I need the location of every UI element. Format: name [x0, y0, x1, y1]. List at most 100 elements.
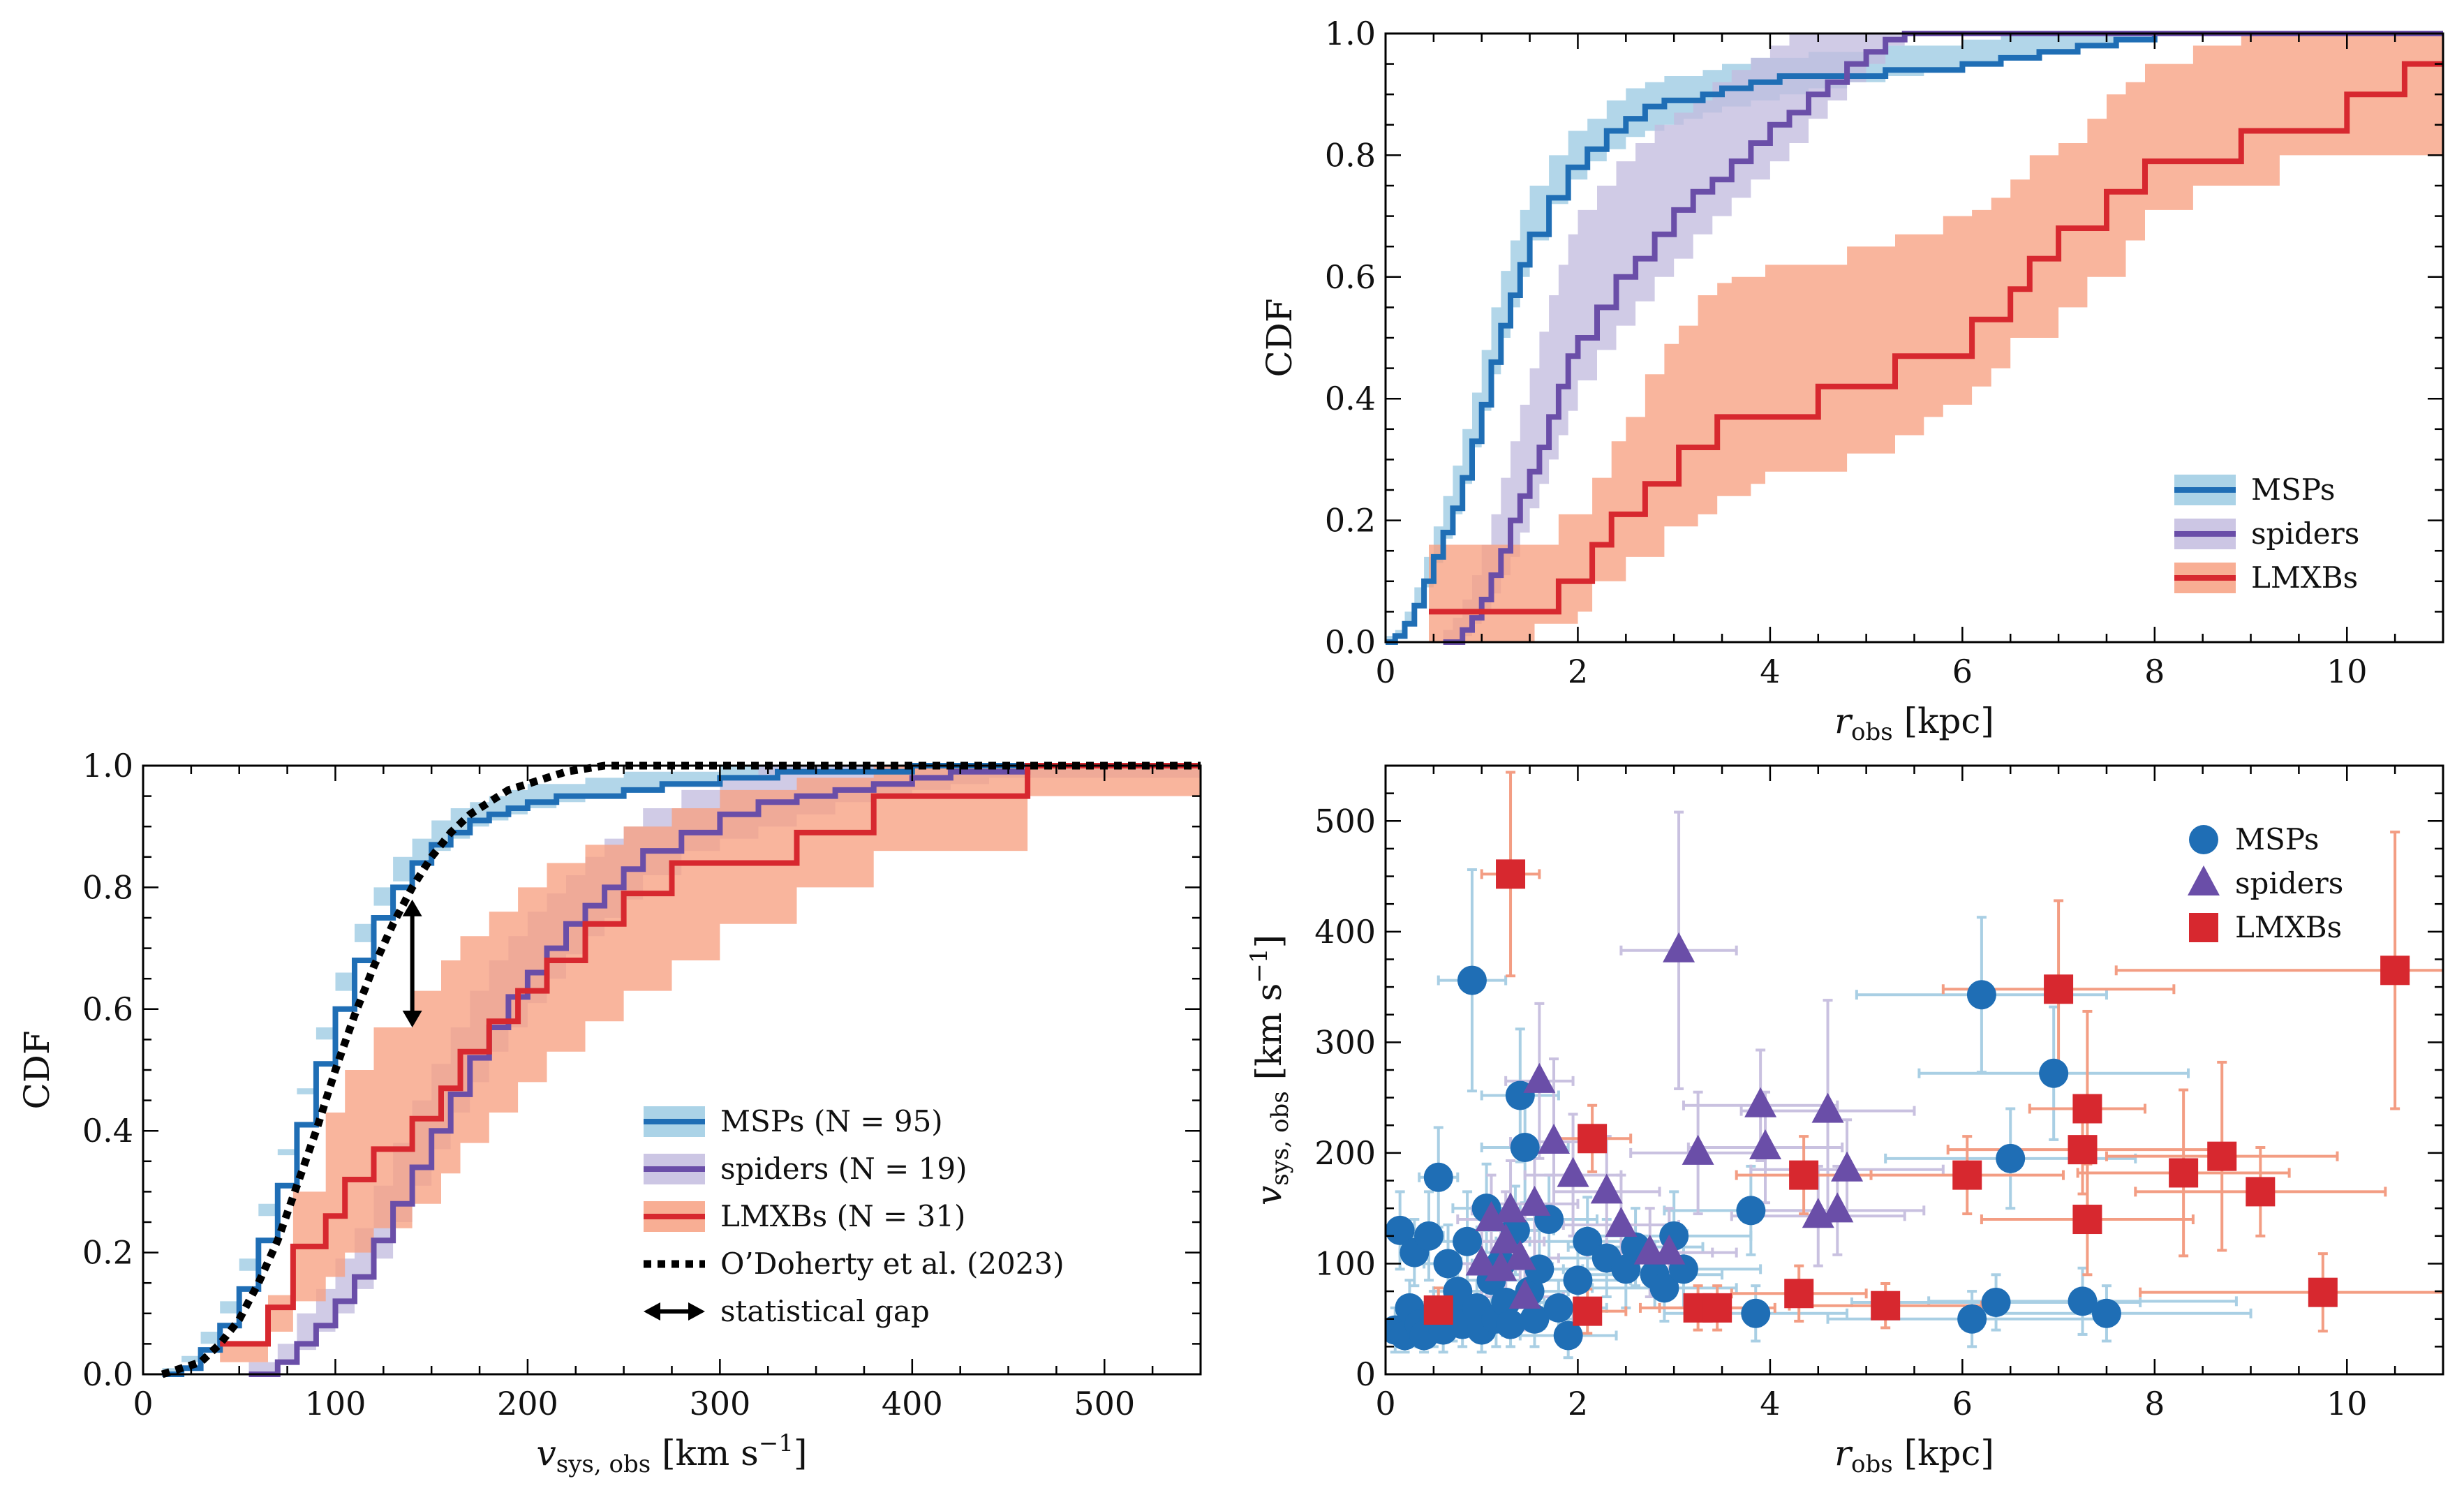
legend-arrow-head-right	[688, 1302, 705, 1321]
point-msps	[1457, 965, 1487, 995]
gap-arrow-head-down	[402, 1010, 422, 1027]
y-axis-label: CDF	[1259, 298, 1300, 377]
y-axis-label: CDF	[17, 1030, 57, 1109]
point-msps	[1741, 1298, 1771, 1328]
line-spiders	[1443, 31, 2443, 645]
point-msps	[1491, 1287, 1521, 1317]
panel-bl: 0 100 200 300 400 500 0.0 0.2 0.4 0.6 0.8 1.0 vsys, …	[17, 747, 1202, 1478]
point-msps	[1996, 1143, 2026, 1173]
legend-label: MSPs	[2251, 473, 2335, 507]
point-spiders	[1811, 1092, 1844, 1123]
y-tick-label: 0.0	[82, 1355, 133, 1393]
gap-arrow-head-up	[402, 899, 422, 916]
point-msps	[1520, 1304, 1550, 1334]
y-tick-label: 300	[1314, 1023, 1376, 1061]
point-msps	[1966, 980, 1996, 1010]
point-spiders	[1821, 1192, 1854, 1223]
y-tick-label: 500	[1314, 802, 1376, 840]
y-tick-label: 0.8	[82, 868, 133, 906]
scatter-area	[1386, 771, 2443, 1360]
point-msps	[1736, 1196, 1766, 1226]
x-tick-label: 0	[1375, 1385, 1395, 1422]
y-tick-label: 0.2	[1325, 502, 1376, 540]
legend-marker	[2188, 865, 2220, 895]
x-tick-label: 6	[1952, 653, 1973, 690]
y-tick-label: 0.4	[82, 1112, 133, 1150]
y-axis-label: vsys, obs [km s−1]	[1245, 935, 1294, 1205]
band-spiders	[1443, 34, 2443, 642]
point-lmxbs	[1573, 1296, 1603, 1326]
legend-label: MSPs	[2235, 822, 2319, 856]
y-tick-label: 1.0	[1325, 15, 1376, 52]
point-spiders	[1465, 1245, 1498, 1276]
point-lmxbs	[1496, 859, 1526, 889]
point-msps	[1563, 1265, 1593, 1295]
point-spiders	[1523, 1062, 1556, 1093]
point-spiders	[1682, 1134, 1714, 1165]
band-lmxbs	[220, 766, 1201, 1374]
point-spiders	[1749, 1129, 1782, 1159]
point-msps	[1649, 1273, 1679, 1303]
point-msps	[1611, 1254, 1641, 1284]
legend-label: spiders (N = 19)	[720, 1152, 967, 1186]
point-msps	[1496, 1309, 1526, 1339]
point-msps	[1510, 1132, 1540, 1162]
y-tick-label: 0.0	[1325, 623, 1376, 661]
x-tick-label: 4	[1760, 653, 1780, 690]
y-tick-label: 200	[1314, 1134, 1376, 1172]
legend-marker	[2189, 913, 2218, 942]
point-lmxbs	[1702, 1293, 1732, 1323]
x-tick-label: 6	[1952, 1385, 1973, 1422]
legend: MSPs (N = 95) spiders (N = 19) LMXBs (N = …	[644, 1104, 1064, 1328]
point-spiders	[1518, 1185, 1551, 1216]
point-spiders	[1475, 1201, 1508, 1232]
point-spiders	[1508, 1279, 1541, 1309]
x-axis-label: vsys, obs [km s−1]	[537, 1429, 808, 1478]
line-msps	[1386, 31, 2443, 645]
x-tick-label: 8	[2144, 1385, 2165, 1422]
x-axis-label: robs [kpc]	[1834, 1433, 1994, 1478]
point-lmxbs	[1578, 1124, 1608, 1154]
line-msps	[162, 763, 1201, 1377]
point-lmxbs	[1423, 1295, 1453, 1325]
panel-tr: 0 2 4 6 8 10 0.0 0.2 0.4 0.6 0.8 1.0 robs [kpc] CDF MS…	[1259, 15, 2444, 746]
x-tick-label: 300	[689, 1385, 750, 1422]
x-tick-label: 2	[1568, 653, 1588, 690]
point-spiders	[1538, 1124, 1571, 1154]
legend-label: LMXBs (N = 31)	[720, 1199, 965, 1233]
point-spiders	[1557, 1157, 1589, 1187]
y-tick-label: 0.6	[82, 990, 133, 1028]
point-msps	[1433, 1249, 1463, 1279]
y-tick-label: 0.4	[1325, 380, 1376, 417]
point-msps	[1423, 1162, 1453, 1192]
point-msps	[2039, 1058, 2069, 1088]
legend: MSPs spiders LMXBs	[2188, 822, 2343, 944]
line-lmxbs	[1429, 61, 2443, 615]
x-tick-label: 0	[133, 1385, 153, 1422]
point-lmxbs	[2169, 1158, 2199, 1188]
point-lmxbs	[2072, 1205, 2102, 1235]
plot-frame	[1384, 32, 2444, 644]
point-spiders	[1831, 1151, 1864, 1182]
point-msps	[1553, 1321, 1583, 1351]
legend-arrow-head-left	[644, 1302, 660, 1321]
plot-frame	[1384, 764, 2444, 1376]
plot-frame	[142, 764, 1202, 1376]
point-msps	[1543, 1293, 1573, 1323]
point-msps	[1453, 1226, 1483, 1256]
point-lmxbs	[2044, 974, 2074, 1004]
y-tick-label: 0.2	[82, 1234, 133, 1272]
point-msps	[1524, 1254, 1554, 1284]
point-msps	[1957, 1304, 1987, 1334]
legend-label: spiders	[2235, 866, 2343, 900]
x-tick-label: 8	[2144, 653, 2165, 690]
legend-label: spiders	[2251, 516, 2359, 551]
line-spiders	[248, 763, 1201, 1377]
x-tick-label: 0	[1375, 653, 1395, 690]
point-spiders	[1485, 1251, 1517, 1281]
point-lmxbs	[1871, 1291, 1901, 1321]
point-spiders	[1744, 1087, 1777, 1117]
x-tick-label: 200	[497, 1385, 558, 1422]
